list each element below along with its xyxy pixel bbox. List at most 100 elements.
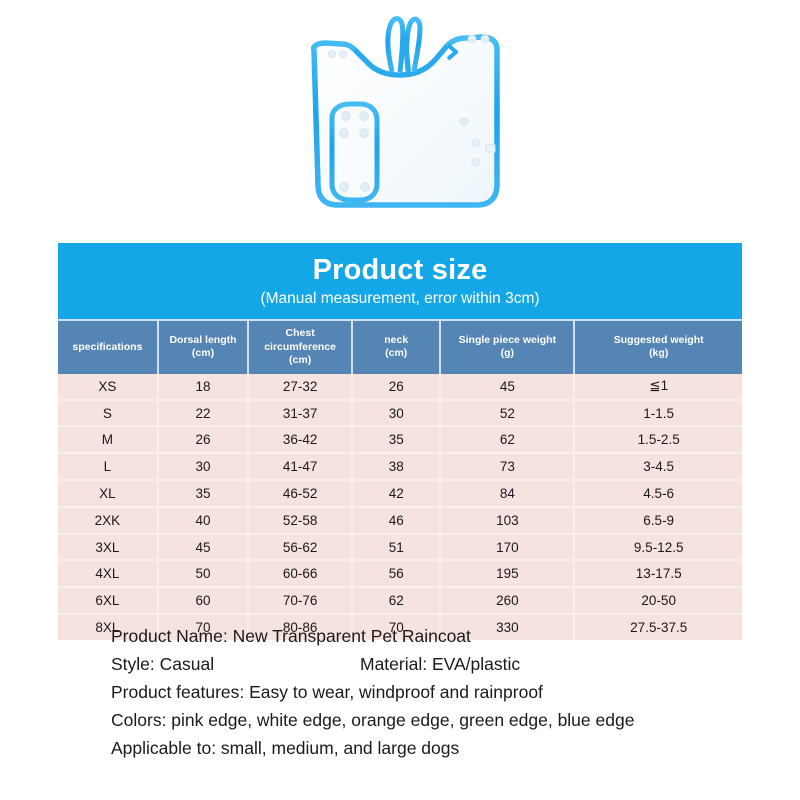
- desc-applicable: Applicable to: small, medium, and large …: [111, 738, 460, 758]
- cell-chest-circumference: 56-62: [247, 532, 353, 561]
- column-header-single-piece-weight: Single piece weight (g): [439, 319, 575, 374]
- column-header-unit: (cm): [289, 353, 312, 366]
- cell-specification: L: [58, 452, 158, 481]
- column-header-label: specifications: [72, 340, 143, 353]
- cell-specification: S: [58, 398, 158, 427]
- product-size-table: Product size (Manual measurement, error …: [58, 243, 742, 640]
- raincoat-strap-join: [398, 35, 411, 73]
- cell-suggested-weight: 1-1.5: [573, 398, 742, 427]
- column-header-unit: (kg): [649, 347, 669, 360]
- cell-chest-circumference: 46-52: [247, 479, 353, 507]
- column-header-neck: neck (cm): [351, 319, 441, 374]
- desc-material: Material: EVA/plastic: [360, 654, 521, 674]
- cell-neck: 70: [351, 613, 441, 640]
- product-description: Product Name: New Transparent Pet Rainco…: [111, 622, 771, 762]
- cell-neck: 35: [351, 425, 441, 454]
- column-header-label: Dorsal length: [169, 334, 237, 347]
- cell-suggested-weight: 3-4.5: [573, 452, 742, 481]
- cell-dorsal-length: 50: [156, 559, 249, 588]
- table-row: 6XL 60 70-76 62 260 20-50: [58, 586, 742, 615]
- cell-single-piece-weight: 195: [439, 559, 575, 588]
- cell-neck: 38: [351, 452, 441, 481]
- cell-chest-circumference: 80-86: [247, 613, 353, 640]
- cell-dorsal-length: 70: [156, 613, 249, 640]
- desc-product-name: Product Name: New Transparent Pet Rainco…: [111, 626, 471, 646]
- cell-chest-circumference: 70-76: [247, 586, 353, 615]
- page-title: Product size: [312, 254, 488, 286]
- cell-neck: 51: [351, 532, 441, 561]
- cell-single-piece-weight: 170: [439, 532, 575, 561]
- table-title-band: Product size (Manual measurement, error …: [58, 243, 742, 320]
- column-header-chest-circumference: Chest circumference (cm): [247, 319, 353, 374]
- table-subtitle: (Manual measurement, error within 3cm): [260, 289, 540, 307]
- cell-suggested-weight: 1.5-2.5: [573, 425, 742, 454]
- cell-suggested-weight: 27.5-37.5: [573, 613, 742, 640]
- cell-single-piece-weight: 62: [439, 425, 575, 454]
- product-image-area: [0, 0, 800, 232]
- cell-suggested-weight: 20-50: [573, 586, 742, 615]
- cell-single-piece-weight: 73: [439, 452, 575, 481]
- column-header-unit: (cm): [191, 347, 215, 360]
- cell-single-piece-weight: 45: [439, 373, 575, 400]
- raincoat-belly-flap: [329, 101, 380, 203]
- cell-neck: 42: [351, 479, 441, 507]
- cell-suggested-weight: ≦1: [573, 373, 742, 400]
- cell-dorsal-length: 22: [156, 398, 249, 427]
- cell-single-piece-weight: 330: [439, 613, 575, 640]
- column-header-label: neck: [384, 334, 409, 347]
- desc-features: Product features: Easy to wear, windproo…: [111, 682, 543, 702]
- table-row: 8XL 70 80-86 70 330 27.5-37.5: [58, 613, 742, 640]
- cell-specification: XL: [58, 479, 158, 507]
- column-header-unit: (g): [500, 347, 515, 360]
- size-table-body: XS 18 27-32 26 45 ≦1 S 22 31-37 30 52 1-1.5 M 26 36-42…: [58, 373, 742, 640]
- desc-colors: Colors: pink edge, white edge, orange ed…: [111, 710, 635, 730]
- cell-neck: 46: [351, 505, 441, 534]
- raincoat-collar-notch: [446, 43, 458, 61]
- table-header-row: specifications Dorsal length (cm) Chest …: [58, 319, 742, 374]
- cell-dorsal-length: 35: [156, 479, 249, 507]
- column-header-specifications: specifications: [58, 319, 158, 374]
- column-header-unit: (cm): [385, 347, 408, 360]
- cell-specification: 6XL: [58, 586, 158, 615]
- table-row: 3XL 45 56-62 51 170 9.5-12.5: [58, 532, 742, 561]
- cell-single-piece-weight: 84: [439, 479, 575, 507]
- table-row: M 26 36-42 35 62 1.5-2.5: [58, 425, 742, 454]
- cell-specification: 2XK: [58, 505, 158, 534]
- column-header-label: Chest circumference: [264, 327, 337, 353]
- cell-suggested-weight: 13-17.5: [573, 559, 742, 588]
- table-row: XL 35 46-52 42 84 4.5-6: [58, 479, 742, 507]
- cell-neck: 56: [351, 559, 441, 588]
- table-row: XS 18 27-32 26 45 ≦1: [58, 373, 742, 400]
- cell-dorsal-length: 45: [156, 532, 249, 561]
- raincoat-body-snaps: [328, 34, 490, 167]
- cell-specification: 3XL: [58, 532, 158, 561]
- desc-style-material: Style: Casual Material: EVA/plastic: [111, 650, 771, 678]
- cell-chest-circumference: 31-37: [247, 398, 353, 427]
- cell-dorsal-length: 30: [156, 452, 249, 481]
- cell-single-piece-weight: 260: [439, 586, 575, 615]
- cell-chest-circumference: 41-47: [247, 452, 353, 481]
- table-row: 4XL 50 60-66 56 195 13-17.5: [58, 559, 742, 588]
- raincoat-snap-buttons: [339, 111, 370, 192]
- cell-neck: 62: [351, 586, 441, 615]
- cell-specification: 8XL: [58, 613, 158, 640]
- cell-single-piece-weight: 103: [439, 505, 575, 534]
- cell-neck: 30: [351, 398, 441, 427]
- cell-dorsal-length: 18: [156, 373, 249, 400]
- column-header-dorsal-length: Dorsal length (cm): [156, 319, 249, 374]
- cell-neck: 26: [351, 373, 441, 400]
- column-header-label: Single piece weight: [458, 334, 557, 347]
- size-chart: specifications Dorsal length (cm) Chest …: [58, 319, 742, 640]
- column-header-label: Suggested weight: [613, 334, 704, 347]
- cell-dorsal-length: 40: [156, 505, 249, 534]
- cell-suggested-weight: 9.5-12.5: [573, 532, 742, 561]
- cell-suggested-weight: 4.5-6: [573, 479, 742, 507]
- cell-chest-circumference: 52-58: [247, 505, 353, 534]
- cell-chest-circumference: 36-42: [247, 425, 353, 454]
- pet-raincoat-illustration: [310, 16, 500, 208]
- table-row: S 22 31-37 30 52 1-1.5: [58, 398, 742, 427]
- cell-specification: XS: [58, 373, 158, 400]
- cell-dorsal-length: 26: [156, 425, 249, 454]
- column-header-suggested-weight: Suggested weight (kg): [573, 319, 742, 374]
- cell-specification: 4XL: [58, 559, 158, 588]
